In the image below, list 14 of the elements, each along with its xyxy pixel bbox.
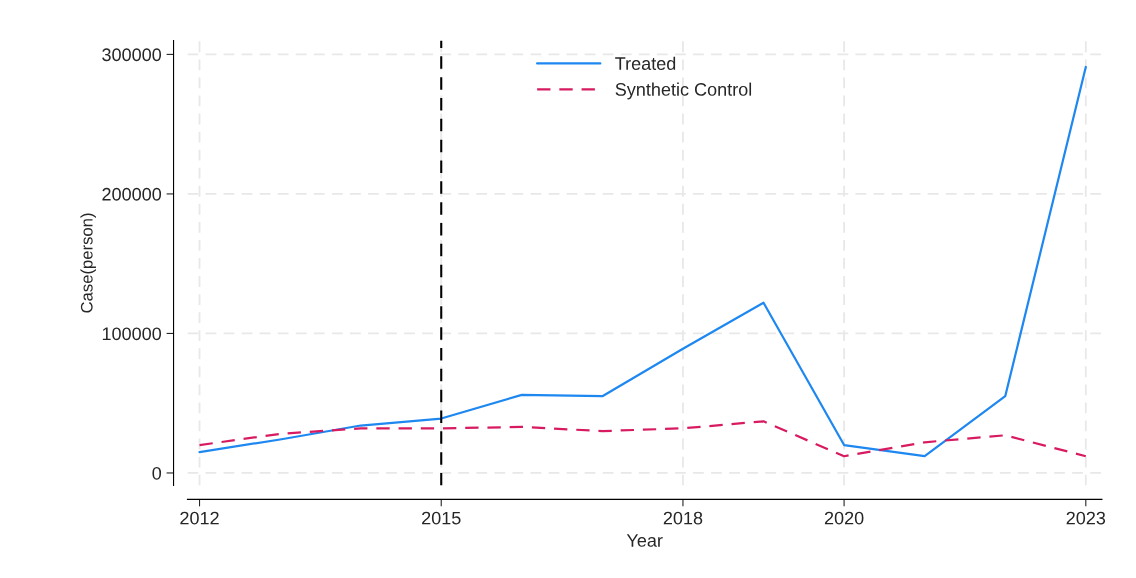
y-tick-label: 300000 — [102, 48, 162, 62]
x-axis-title: Year — [626, 534, 663, 547]
x-tick-label: 2012 — [180, 511, 219, 525]
y-axis-title: Case(person) — [80, 213, 96, 313]
x-tick-label: 2020 — [824, 511, 864, 525]
y-tick-label: 0 — [152, 466, 162, 480]
line-series — [198, 420, 1087, 458]
x-tick-label: 2023 — [1066, 511, 1106, 525]
y-tick-label: 100000 — [102, 327, 162, 341]
x-tick-label: 2015 — [422, 511, 461, 525]
legend-label: Synthetic Control — [615, 82, 752, 100]
legend-label: Treated — [615, 56, 676, 70]
x-tick-label: 2018 — [663, 511, 703, 525]
y-tick-label: 200000 — [102, 187, 162, 201]
